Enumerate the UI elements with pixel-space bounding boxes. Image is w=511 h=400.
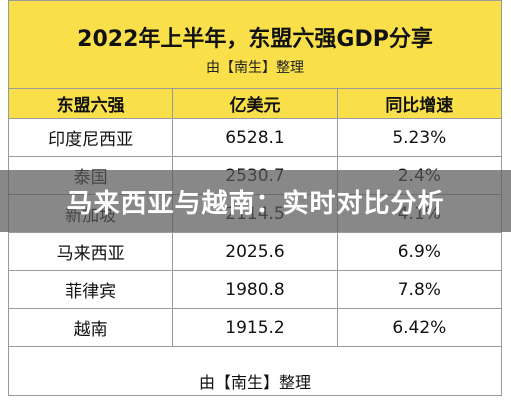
table-cell: 6.9% bbox=[397, 241, 441, 262]
banner: 马来西亚与越南：实时对比分析 bbox=[0, 170, 511, 232]
table-row: 马来西亚 2025.6 6.9% bbox=[9, 233, 501, 271]
table-cell: 越南 bbox=[9, 309, 174, 346]
table-cell: 菲律宾 bbox=[9, 271, 174, 308]
title: 2022年上半年，东盟六强GDP分享 bbox=[77, 27, 433, 52]
table-row: 印度尼西亚 6528.1 5.23% bbox=[9, 119, 501, 157]
table-cell: 马来西亚 bbox=[9, 233, 174, 270]
table-cell: 6528.1 bbox=[173, 119, 338, 156]
table-row: 菲律宾 1980.8 7.8% bbox=[9, 271, 501, 309]
footer: 由【南生】整理 bbox=[198, 372, 311, 392]
table-cell: 2025.6 bbox=[173, 233, 338, 270]
table-cell: 6.42% bbox=[392, 317, 447, 338]
table-cell: 1915.2 bbox=[173, 309, 338, 346]
table-cell: 5.23% bbox=[392, 127, 447, 148]
table-cell: 印度尼西亚 bbox=[9, 119, 174, 156]
column-header: 亿美元 bbox=[173, 89, 338, 118]
column-header: 同比增速 bbox=[385, 96, 454, 116]
header-row: 东盟六强 亿美元 同比增速 bbox=[9, 89, 501, 119]
subtitle: 由【南生】整理 bbox=[206, 60, 304, 76]
column-header: 东盟六强 bbox=[9, 89, 174, 118]
table-cell: 7.8% bbox=[397, 279, 441, 300]
table-cell: 1980.8 bbox=[173, 271, 338, 308]
table-row: 越南 1915.2 6.42% bbox=[9, 309, 501, 347]
header: 2022年上半年，东盟六强GDP分享 由【南生】整理 bbox=[9, 1, 501, 89]
